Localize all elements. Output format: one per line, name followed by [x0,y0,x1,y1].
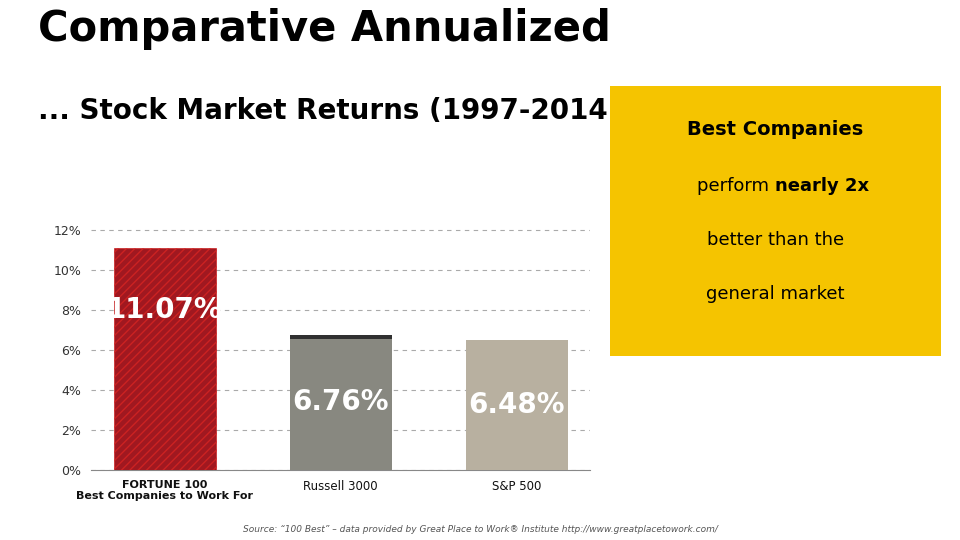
Text: Best Companies: Best Companies [687,120,863,139]
Text: perform: perform [698,177,776,195]
Bar [114,248,216,470]
Text: 11.07%: 11.07% [108,296,223,325]
Text: general market: general market [706,285,845,303]
Text: 6.48%: 6.48% [468,391,564,419]
Bar [290,335,392,470]
Text: 6.76%: 6.76% [293,388,389,416]
Text: better than the: better than the [707,231,844,249]
Text: ... Stock Market Returns (1997-2014): ... Stock Market Returns (1997-2014) [38,97,621,125]
Bar [466,340,567,470]
Text: nearly 2x: nearly 2x [776,177,870,195]
Text: Comparative Annualized: Comparative Annualized [38,8,612,50]
Bar [290,335,392,339]
Text: Source: “100 Best” – data provided by Great Place to Work® Institute http://www.: Source: “100 Best” – data provided by Gr… [243,524,717,534]
